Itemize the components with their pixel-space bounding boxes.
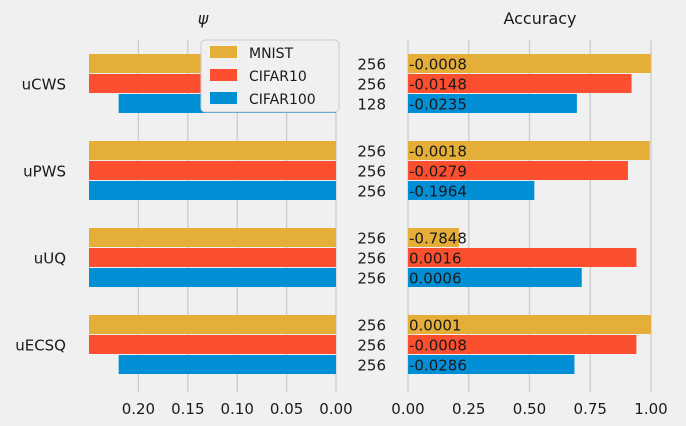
- category-label: uECSQ: [15, 337, 66, 355]
- bit-width-label: 256: [357, 317, 386, 335]
- category-label: uPWS: [23, 163, 66, 181]
- accuracy-tick-label: 1.00: [634, 400, 667, 418]
- accuracy-tick-label: 0.00: [391, 400, 424, 418]
- accuracy-bar: [408, 94, 577, 113]
- category-label: uUQ: [34, 250, 66, 268]
- psi-tick-label: 0.20: [122, 400, 155, 418]
- category-label: uCWS: [22, 76, 66, 94]
- accuracy-bar: [408, 355, 575, 374]
- category-labels: uCWS uPWS uUQ uECSQ: [15, 76, 66, 355]
- accuracy-tick-label: 0.25: [452, 400, 485, 418]
- accuracy-value-label: -0.0279: [409, 163, 467, 181]
- psi-tick-label: 0.05: [270, 400, 303, 418]
- accuracy-value-label: 0.0016: [409, 250, 462, 268]
- accuracy-value-label: -0.0148: [409, 76, 467, 94]
- psi-tick-label: 0.10: [220, 400, 253, 418]
- accuracy-value-label: 0.0001: [409, 317, 462, 335]
- bit-width-label: 256: [357, 163, 386, 181]
- legend-label: CIFAR100: [249, 92, 316, 108]
- accuracy-value-label: -0.7848: [409, 230, 467, 248]
- psi-bar: [89, 181, 336, 200]
- accuracy-bar: [408, 141, 650, 160]
- legend-swatch: [210, 69, 237, 81]
- bit-width-label: 256: [357, 143, 386, 161]
- legend-swatch: [210, 92, 237, 104]
- accuracy-bar: [408, 248, 637, 267]
- accuracy-value-label: -0.0235: [409, 96, 467, 114]
- bit-width-label: 256: [357, 76, 386, 94]
- accuracy-value-label: -0.0286: [409, 357, 467, 375]
- bit-width-labels: 256 256 128 256 256 256 256 256 256 256 256 256: [357, 56, 386, 375]
- bit-width-label: 256: [357, 56, 386, 74]
- psi-bar: [89, 248, 336, 267]
- bit-width-label: 256: [357, 230, 386, 248]
- accuracy-bar: [408, 74, 632, 93]
- accuracy-value-label: -0.0008: [409, 337, 467, 355]
- psi-bar: [89, 335, 336, 354]
- legend-swatch: [210, 46, 237, 58]
- psi-bar: [89, 141, 336, 160]
- accuracy-panel: -0.0008 -0.0148 -0.0235 -0.0018 -0.0279 -0.19…: [391, 9, 667, 418]
- psi-bar: [89, 228, 336, 247]
- bit-width-label: 256: [357, 357, 386, 375]
- bit-width-label: 256: [357, 183, 386, 201]
- accuracy-tick-label: 0.75: [574, 400, 607, 418]
- bit-width-label: 128: [357, 96, 386, 114]
- accuracy-value-label: 0.0006: [409, 270, 462, 288]
- accuracy-panel-title: Accuracy: [503, 9, 576, 28]
- psi-panel-title: ψ: [198, 9, 209, 28]
- legend: MNIST CIFAR10 CIFAR100: [200, 39, 340, 113]
- accuracy-bar: [408, 161, 628, 180]
- bit-width-label: 256: [357, 337, 386, 355]
- accuracy-bar: [408, 335, 637, 354]
- accuracy-bar: [408, 228, 460, 247]
- psi-tick-label: 0.15: [171, 400, 204, 418]
- accuracy-value-label: -0.1964: [409, 183, 467, 201]
- bit-width-label: 256: [357, 270, 386, 288]
- accuracy-tick-label: 0.50: [513, 400, 546, 418]
- bit-width-label: 256: [357, 250, 386, 268]
- psi-bar: [89, 268, 336, 287]
- psi-bar: [89, 161, 336, 180]
- legend-label: MNIST: [249, 46, 294, 62]
- legend-label: CIFAR10: [249, 69, 307, 85]
- accuracy-value-label: -0.0008: [409, 56, 467, 74]
- psi-bar: [118, 355, 336, 374]
- accuracy-bar: [408, 54, 651, 73]
- psi-bar: [89, 315, 336, 334]
- psi-tick-label: 0.00: [319, 400, 352, 418]
- accuracy-bar: [408, 268, 582, 287]
- accuracy-bar: [408, 315, 651, 334]
- accuracy-bar: [408, 181, 535, 200]
- accuracy-value-label: -0.0018: [409, 143, 467, 161]
